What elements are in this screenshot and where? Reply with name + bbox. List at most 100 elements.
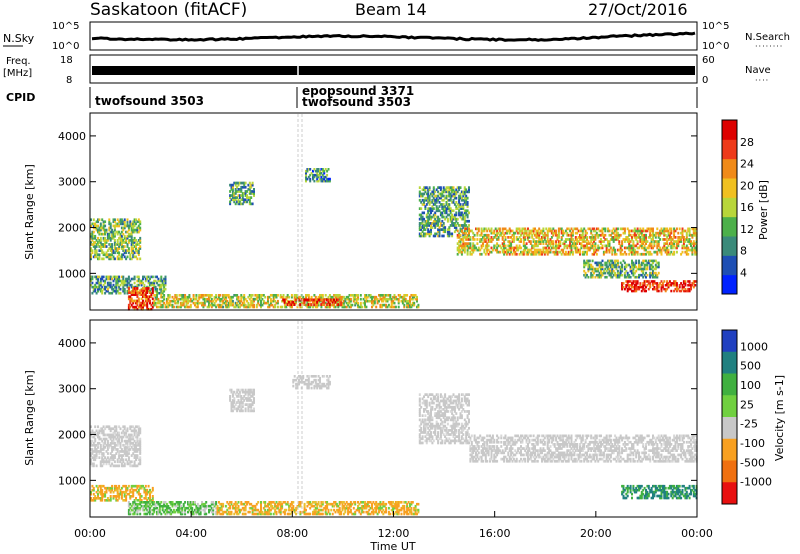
heatmap-cell <box>139 499 142 502</box>
heatmap-cell <box>219 297 222 301</box>
heatmap-cell <box>532 250 535 254</box>
heatmap-cell <box>198 504 201 508</box>
heatmap-cell <box>97 486 99 490</box>
heatmap-cell <box>91 456 94 459</box>
heatmap-cell <box>442 209 445 213</box>
heatmap-cell <box>267 510 269 514</box>
heatmap-cell <box>230 501 233 504</box>
heatmap-cell <box>240 508 243 512</box>
heatmap-cell <box>483 233 486 237</box>
heatmap-cell <box>129 255 132 259</box>
heatmap-cell <box>587 265 590 269</box>
heatmap-cell <box>123 281 126 285</box>
heatmap-cell <box>668 227 671 231</box>
heatmap-cell <box>486 250 489 254</box>
heatmap-cell <box>90 458 92 462</box>
heatmap-cell <box>185 506 188 510</box>
heatmap-cell <box>463 229 466 233</box>
heatmap-cell <box>251 202 254 206</box>
heatmap-cell <box>237 512 240 516</box>
heatmap-cell <box>639 229 642 233</box>
heatmap-cell <box>456 229 459 233</box>
heatmap-cell <box>622 252 625 256</box>
heatmap-cell <box>442 228 445 231</box>
heatmap-cell <box>418 190 421 194</box>
heatmap-cell <box>479 233 482 237</box>
heatmap-cell <box>594 269 597 273</box>
heatmap-cell <box>267 301 269 305</box>
heatmap-cell <box>338 300 341 304</box>
heatmap-cell <box>91 249 94 252</box>
heatmap-cell <box>660 250 663 254</box>
heatmap-cell <box>359 305 362 309</box>
heatmap-cell <box>139 291 142 294</box>
heatmap-cell <box>680 238 683 241</box>
heatmap-cell <box>135 454 137 457</box>
heatmap-cell <box>188 294 191 297</box>
heatmap-cell <box>522 250 525 254</box>
heatmap-cell <box>444 228 447 231</box>
heatmap-cell <box>102 224 105 228</box>
heatmap-cell <box>556 244 559 248</box>
heatmap-cell <box>458 211 461 215</box>
heatmap-cell <box>178 508 181 512</box>
heatmap-cell <box>407 301 410 305</box>
heatmap-cell <box>243 512 246 516</box>
heatmap-cell <box>421 215 424 219</box>
heatmap-cell <box>106 486 109 490</box>
heatmap-cell <box>136 490 139 494</box>
heatmap-cell <box>670 236 673 239</box>
heatmap-cell <box>201 502 203 506</box>
heatmap-cell <box>99 287 102 291</box>
heatmap-cell <box>660 229 663 233</box>
heatmap-cell <box>576 238 579 241</box>
heatmap-cell <box>182 299 185 303</box>
heatmap-cell <box>108 236 111 240</box>
heatmap-cell <box>240 299 243 303</box>
heatmap-cell <box>657 242 660 245</box>
heatmap-cell <box>116 490 119 494</box>
heatmap-cell <box>337 305 340 309</box>
heatmap-cell <box>386 299 389 303</box>
heatmap-cell <box>122 253 125 257</box>
heatmap-cell <box>160 289 163 293</box>
heatmap-cell <box>498 250 501 254</box>
heatmap-cell <box>531 229 534 233</box>
heatmap-cell <box>455 219 458 223</box>
heatmap-cell <box>501 229 504 233</box>
heatmap-cell <box>113 289 116 293</box>
heatmap-cell <box>161 283 164 287</box>
heatmap-cell <box>632 248 635 252</box>
heatmap-cell <box>615 238 618 241</box>
heatmap-cell <box>248 502 251 506</box>
heatmap-cell <box>187 510 189 514</box>
heatmap-cell <box>640 267 643 271</box>
heatmap-cell <box>425 219 428 223</box>
heatmap-cell <box>690 284 692 287</box>
heatmap-cell <box>209 294 212 297</box>
heatmap-cell <box>645 285 647 289</box>
heatmap-cell <box>299 295 302 299</box>
heatmap-cell <box>98 441 101 445</box>
heatmap-cell <box>595 263 598 267</box>
heatmap-cell <box>102 239 105 242</box>
heatmap-cell <box>195 510 198 514</box>
heatmap-cell <box>646 227 649 231</box>
heatmap-cell <box>255 295 258 299</box>
heatmap-cell <box>390 299 393 303</box>
heatmap-cell <box>401 301 404 305</box>
heatmap-cell <box>281 299 284 303</box>
heatmap-cell <box>657 265 660 269</box>
heatmap-cell <box>188 501 191 504</box>
heatmap-cell <box>570 248 573 252</box>
heatmap-cell <box>209 508 212 512</box>
heatmap-cell <box>498 229 501 233</box>
heatmap-cell <box>156 512 158 516</box>
heatmap-cell <box>216 512 219 516</box>
heatmap-cell <box>317 301 320 305</box>
heatmap-cell <box>196 510 199 514</box>
heatmap-cell <box>279 501 282 504</box>
heatmap-cell <box>687 246 690 250</box>
heatmap-cell <box>503 227 506 231</box>
heatmap-cell <box>231 506 234 510</box>
